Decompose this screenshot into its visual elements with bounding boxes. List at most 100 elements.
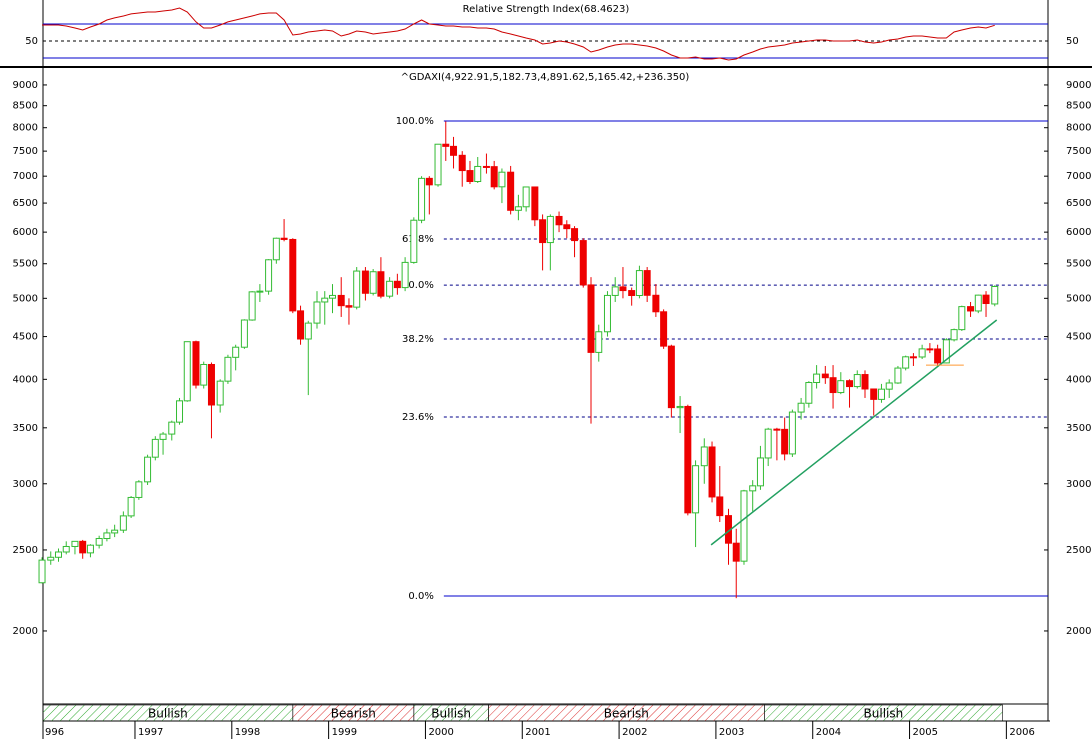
candle-body <box>692 465 700 514</box>
y-tick-label: 8500 <box>13 101 38 112</box>
candle-body <box>909 356 917 359</box>
candle-body <box>183 341 191 402</box>
candle-body <box>555 215 563 226</box>
regime-label: Bearish <box>604 707 649 721</box>
candle-body <box>788 411 796 455</box>
y-tick-label: 8000 <box>13 123 38 134</box>
candle-body <box>386 280 394 297</box>
candle-body <box>942 339 950 364</box>
y-tick-label: 7000 <box>13 171 38 182</box>
candle-body <box>861 374 869 390</box>
x-tick-label: 996 <box>45 727 64 738</box>
candle-body <box>546 215 554 244</box>
candle-body <box>660 311 668 347</box>
y-tick-label: 5000 <box>1066 293 1091 304</box>
y-tick-label: 3000 <box>13 479 38 490</box>
candle-body <box>151 438 159 458</box>
candle-body <box>265 259 273 292</box>
y-tick-label: 6000 <box>1066 227 1091 238</box>
y-tick-label: 4000 <box>13 374 38 385</box>
y-tick-label: 3500 <box>13 423 38 434</box>
candle-body <box>256 290 264 293</box>
fib-label: 100.0% <box>396 116 434 127</box>
candle-body <box>103 532 111 540</box>
candle-body <box>579 240 587 286</box>
candle-body <box>797 402 805 413</box>
candle-body <box>877 388 885 400</box>
candle-body <box>950 329 958 341</box>
fib-label: 38.2% <box>402 334 434 345</box>
candle-body <box>708 446 716 498</box>
candle-body <box>361 270 369 294</box>
y-tick-label: 3500 <box>1066 423 1091 434</box>
y-tick-label: 3000 <box>1066 479 1091 490</box>
candle-body <box>700 446 708 467</box>
candle-body <box>619 286 627 292</box>
candle-body <box>595 331 603 353</box>
candle-body <box>62 545 70 553</box>
candle-body <box>603 294 611 333</box>
x-tick-label: 2006 <box>1009 727 1034 738</box>
x-tick-label: 2000 <box>428 727 453 738</box>
y-tick-label: 6500 <box>1066 198 1091 209</box>
y-tick-label: 7500 <box>1066 146 1091 157</box>
candle-body <box>47 556 55 561</box>
candle-body <box>450 145 458 156</box>
y-tick-label: 2000 <box>13 626 38 637</box>
x-tick-label: 1998 <box>235 727 260 738</box>
x-tick-label: 2005 <box>913 727 938 738</box>
candle-body <box>176 400 184 423</box>
x-tick-label: 2001 <box>525 727 550 738</box>
regime-label: Bullish <box>148 707 188 721</box>
candle-body <box>54 551 62 558</box>
candle-body <box>434 143 442 186</box>
candle-body <box>773 428 781 431</box>
y-tick-label: 9000 <box>13 80 38 91</box>
candle-body <box>498 171 506 188</box>
trend-line <box>710 319 998 546</box>
y-tick-label: 6500 <box>13 198 38 209</box>
candle-body <box>507 171 515 211</box>
candle-body <box>345 305 353 308</box>
x-tick-label: 1997 <box>138 727 163 738</box>
candle-body <box>482 165 490 168</box>
candle-body <box>144 456 152 483</box>
candle-body <box>958 306 966 331</box>
candle-body <box>829 377 837 394</box>
candle-body <box>337 294 345 307</box>
candle-body <box>635 270 643 297</box>
y-tick-label: 8500 <box>1066 101 1091 112</box>
candle-body <box>740 490 748 562</box>
x-tick-label: 1999 <box>332 727 357 738</box>
candle-body <box>297 310 305 340</box>
candle-body <box>135 481 143 498</box>
candle-body <box>95 538 103 546</box>
candle-body <box>934 348 942 364</box>
candle-body <box>328 294 336 299</box>
candle-body <box>514 206 522 211</box>
candle-body <box>313 301 321 324</box>
candle-body <box>587 284 595 353</box>
y-tick-label: 5000 <box>13 293 38 304</box>
candle-body <box>377 271 385 297</box>
y-tick-label: 4500 <box>13 332 38 343</box>
candle-body <box>38 559 46 584</box>
y-tick-label: 2500 <box>13 545 38 556</box>
y-tick-label: 6000 <box>13 227 38 238</box>
rsi-title: Relative Strength Index(68.4623) <box>463 4 630 15</box>
candle-body <box>304 322 312 340</box>
candle-body <box>280 237 288 240</box>
candle-body <box>926 348 934 351</box>
candle-body <box>813 373 821 384</box>
y-tick-label: 7500 <box>13 146 38 157</box>
y-tick-label: 4500 <box>1066 332 1091 343</box>
candle-body <box>353 270 361 308</box>
candle-body <box>781 428 789 455</box>
candle-body <box>401 261 409 289</box>
candle-body <box>974 294 982 312</box>
fib-label: 61.8% <box>402 234 434 245</box>
y-tick-label: 2500 <box>1066 545 1091 556</box>
candle-body <box>902 356 910 369</box>
